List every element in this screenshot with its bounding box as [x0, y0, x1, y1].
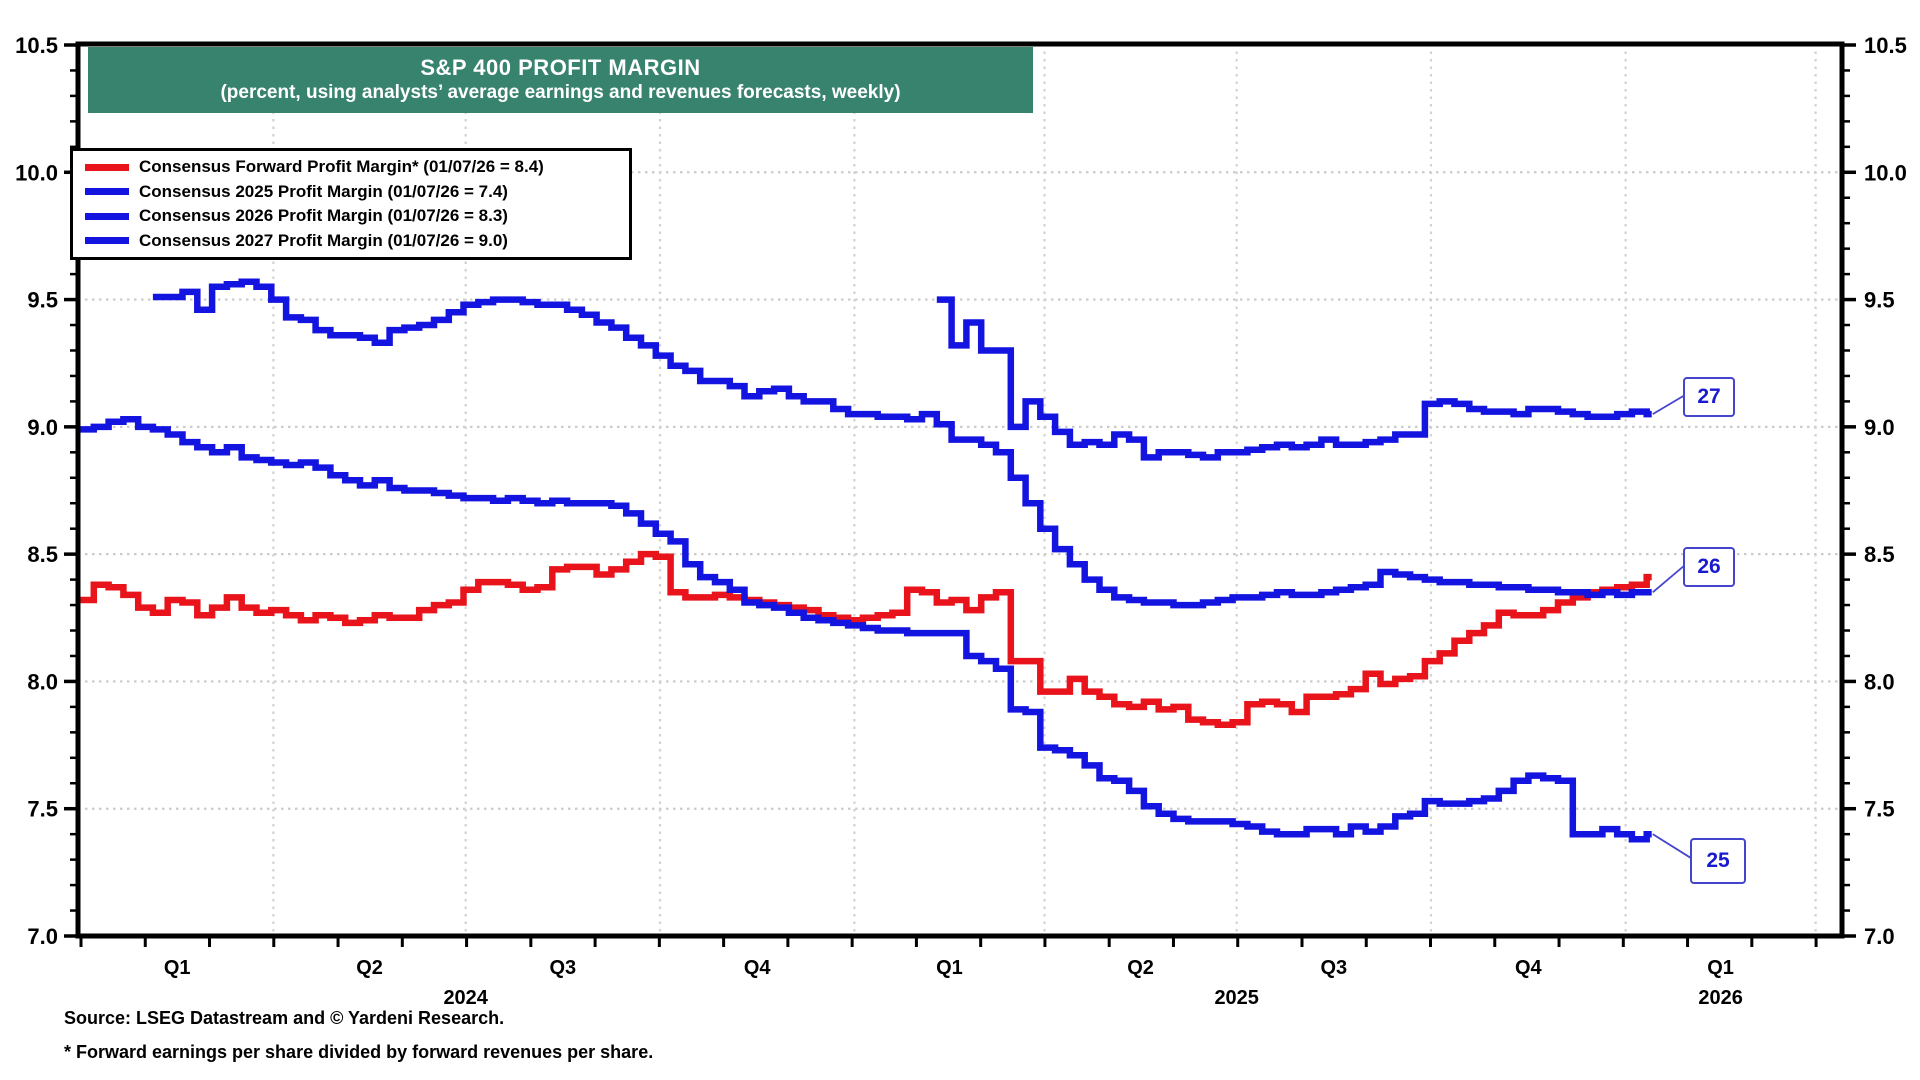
x-year-label: 2026: [1698, 987, 1743, 1009]
y-tick-label-left: 10.0: [15, 160, 58, 185]
y-tick-label-right: 8.0: [1864, 669, 1895, 694]
x-quarter-label: Q1: [164, 957, 191, 979]
series-line-2: [152, 278, 1652, 609]
x-quarter-label: Q4: [744, 957, 772, 979]
y-tick-label-left: 9.0: [27, 415, 58, 440]
series-end-label-2027: 27: [1683, 377, 1735, 417]
x-year-label: 2025: [1214, 987, 1259, 1009]
legend-item-forward: Consensus Forward Profit Margin* (01/07/…: [85, 155, 629, 179]
y-tick-label-right: 7.5: [1864, 797, 1895, 822]
legend-item-2026: Consensus 2026 Profit Margin (01/07/26 =…: [85, 204, 629, 228]
y-tick-label-right: 10.5: [1864, 33, 1907, 58]
annotation-connector: [1652, 564, 1686, 594]
y-tick-label-left: 7.0: [27, 924, 58, 949]
footnote: * Forward earnings per share divided by …: [64, 1042, 654, 1062]
legend-label: Consensus 2027 Profit Margin (01/07/26 =…: [139, 230, 508, 250]
series-line-1: [79, 415, 1652, 843]
y-tick-label-right: 9.0: [1864, 415, 1895, 440]
legend-label: Consensus Forward Profit Margin* (01/07/…: [139, 157, 544, 177]
source-attribution: Source: LSEG Datastream and © Yardeni Re…: [64, 1008, 505, 1028]
x-axis-labels: Q1 Q2 Q3 Q4 Q1 Q2 Q3 Q4 Q1 2024 2025 2026: [164, 957, 1743, 1009]
chart-subtitle: (percent, using analysts’ average earnin…: [220, 82, 901, 104]
x-quarter-label: Q1: [936, 957, 963, 979]
y-tick-label-left: 10.5: [15, 33, 58, 58]
chart-title: S&P 400 PROFIT MARGIN: [420, 54, 701, 80]
series-line-0: [79, 550, 1652, 728]
x-quarter-label: Q1: [1707, 957, 1734, 979]
x-quarter-label: Q3: [1321, 957, 1348, 979]
series-line-3: [936, 296, 1652, 461]
legend-box: Consensus Forward Profit Margin* (01/07/…: [70, 148, 632, 260]
legend-swatch-blue-line: [85, 212, 129, 220]
x-quarter-label: Q2: [356, 957, 383, 979]
legend-label: Consensus 2025 Profit Margin (01/07/26 =…: [139, 181, 508, 201]
y-tick-label-left: 8.0: [27, 669, 58, 694]
y-tick-label-right: 7.0: [1864, 924, 1895, 949]
y-tick-label-left: 7.5: [27, 797, 58, 822]
legend-swatch-blue-line: [85, 237, 129, 245]
y-tick-label-right: 10.0: [1864, 160, 1907, 185]
x-quarter-label: Q3: [550, 957, 577, 979]
axis-ticks: [64, 43, 1856, 947]
x-quarter-label: Q2: [1127, 957, 1154, 979]
y-tick-label-left: 8.5: [27, 542, 58, 567]
y-tick-label-left: 9.5: [27, 288, 58, 313]
y-tick-label-right: 8.5: [1864, 542, 1895, 567]
legend-label: Consensus 2026 Profit Margin (01/07/26 =…: [139, 206, 508, 226]
y-tick-label-right: 9.5: [1864, 288, 1895, 313]
x-quarter-label: Q4: [1515, 957, 1543, 979]
annotation-connector: [1652, 394, 1686, 415]
series-end-label-2026: 26: [1683, 547, 1735, 587]
chart-title-bar: S&P 400 PROFIT MARGIN (percent, using an…: [88, 47, 1033, 113]
x-year-label: 2024: [443, 987, 488, 1009]
y-axis-labels: 10.5 10.5 10.0 10.0 9.5 9.5 9.0 9.0 8.5 8.5 8.0 8.0…: [15, 33, 1907, 949]
legend-swatch-red-line: [85, 163, 129, 171]
legend-item-2025: Consensus 2025 Profit Margin (01/07/26 =…: [85, 180, 629, 204]
data-series: [79, 278, 1652, 843]
plot-frame: [75, 41, 1845, 939]
series-end-label-2025: 25: [1690, 838, 1746, 884]
legend-swatch-blue-line: [85, 188, 129, 196]
legend-item-2027: Consensus 2027 Profit Margin (01/07/26 =…: [85, 229, 629, 253]
gridlines: [78, 44, 1842, 936]
annotation-connector: [1652, 833, 1693, 860]
